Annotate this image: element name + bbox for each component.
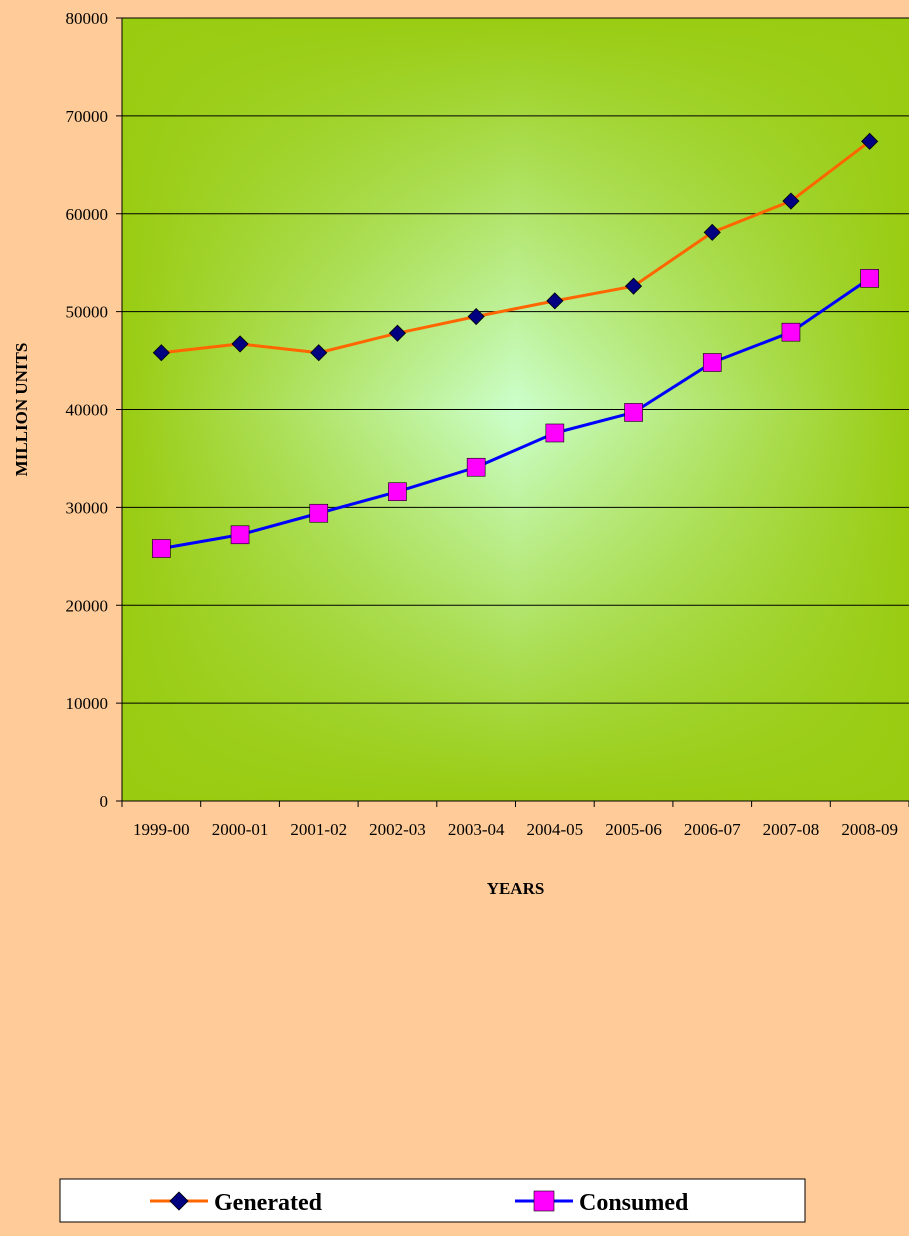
x-tick-label: 2008-09 bbox=[841, 820, 898, 839]
y-tick-label: 70000 bbox=[66, 107, 109, 126]
consumed-point bbox=[861, 269, 879, 287]
legend: Generated Consumed bbox=[60, 1179, 805, 1222]
consumed-point bbox=[625, 403, 643, 421]
x-tick-label: 2006-07 bbox=[684, 820, 741, 839]
y-tick-label: 50000 bbox=[66, 303, 109, 322]
x-tick-label: 2000-01 bbox=[212, 820, 269, 839]
x-tick-label: 2001-02 bbox=[290, 820, 347, 839]
x-tick-label: 2004-05 bbox=[527, 820, 584, 839]
consumed-point bbox=[546, 424, 564, 442]
legend-label-generated: Generated bbox=[214, 1190, 323, 1216]
x-tick-label: 2002-03 bbox=[369, 820, 426, 839]
y-tick-label: 0 bbox=[100, 792, 109, 811]
consumed-point bbox=[782, 323, 800, 341]
x-tick-label: 2007-08 bbox=[763, 820, 820, 839]
x-tick-label: 2003-04 bbox=[448, 820, 505, 839]
y-tick-label: 30000 bbox=[66, 498, 109, 517]
y-tick-label: 10000 bbox=[66, 694, 109, 713]
consumed-point bbox=[231, 526, 249, 544]
y-tick-label: 40000 bbox=[66, 401, 109, 420]
x-tick-label: 2005-06 bbox=[605, 820, 662, 839]
legend-label-consumed: Consumed bbox=[579, 1190, 689, 1216]
consumed-point bbox=[388, 483, 406, 501]
consumed-point bbox=[152, 539, 170, 557]
legend-marker-consumed bbox=[534, 1191, 554, 1211]
y-axis-title: MILLION UNITS bbox=[12, 343, 31, 477]
consumed-point bbox=[703, 354, 721, 372]
y-tick-label: 20000 bbox=[66, 596, 109, 615]
consumed-point bbox=[467, 458, 485, 476]
consumed-point bbox=[310, 504, 328, 522]
x-axis-title: YEARS bbox=[487, 879, 545, 898]
y-tick-label: 80000 bbox=[66, 9, 109, 28]
x-tick-label: 1999-00 bbox=[133, 820, 190, 839]
y-tick-label: 60000 bbox=[66, 205, 109, 224]
